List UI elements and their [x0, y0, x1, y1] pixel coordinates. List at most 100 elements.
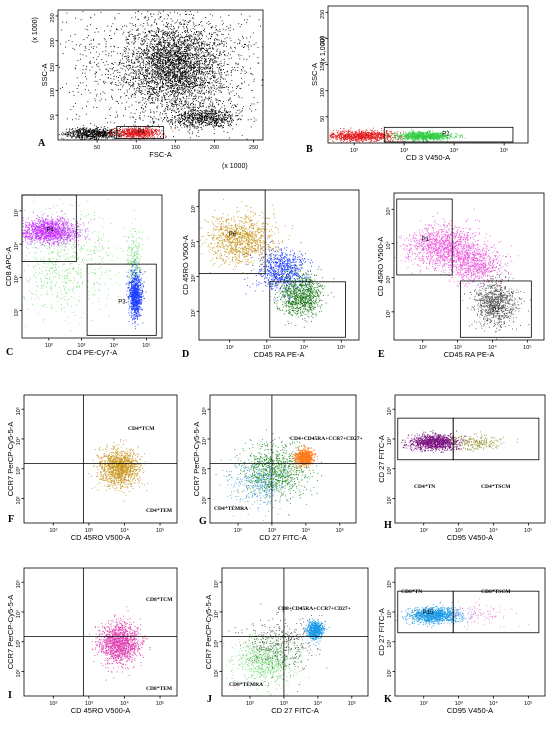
gate-p1 — [116, 126, 165, 139]
y-tick-label: 100 — [320, 88, 326, 97]
events-k — [395, 598, 529, 630]
series-1-points — [243, 240, 322, 301]
x-tick-label: 10² — [226, 345, 234, 351]
y-axis-label: SSC-A — [310, 63, 319, 86]
y-tick-label: 10³ — [386, 276, 392, 284]
plot-frame — [209, 394, 357, 524]
x-tick-label: 10⁵ — [500, 147, 508, 154]
gate-p1 — [396, 198, 453, 276]
y-tick-label: 10⁵ — [213, 580, 220, 588]
panel-letter: D — [182, 349, 189, 360]
gate-label: P1 — [422, 237, 430, 243]
y-tick-label: 10⁵ — [190, 204, 197, 212]
x-tick-label: 200 — [210, 145, 219, 151]
population-annotation: CD4⁺TEM — [146, 507, 173, 514]
panel-g: 10² 10³ 10⁴ 10⁵ 10² 10³ 10⁴ 10⁵ CD 27 FITC-A CCR7… — [192, 394, 363, 542]
population-annotation: CD8+CD45RA+CCR7+CD27+ — [278, 606, 351, 612]
panel-letter: H — [384, 520, 392, 531]
x-tick-label: 10³ — [77, 343, 85, 349]
x-tick-label: 10² — [420, 528, 428, 534]
series-1-points — [436, 598, 529, 630]
series-1-points — [23, 197, 148, 336]
y-tick-label: 10³ — [387, 467, 393, 475]
plot-frame — [394, 394, 546, 524]
series-0-points — [329, 127, 416, 144]
series-0-points — [22, 208, 92, 249]
x-tick-label: 10⁵ — [142, 342, 150, 349]
y-tick-label: 200 — [50, 38, 56, 47]
x-tick-label: 10³ — [85, 701, 93, 707]
series-1-points — [463, 255, 531, 340]
y-tick-label: 10³ — [214, 640, 220, 648]
gate-1 — [452, 417, 540, 461]
x-tick-label: 10⁴ — [120, 527, 129, 534]
events-a — [58, 10, 264, 141]
x-tick-label: 10⁴ — [300, 344, 309, 351]
x-tick-label: 10⁵ — [523, 344, 531, 351]
gate-label: P2 — [492, 308, 500, 314]
plot-frame — [327, 5, 529, 144]
x-tick-label: 10² — [45, 343, 53, 349]
events-g — [215, 429, 323, 521]
series-0-points — [89, 606, 151, 681]
y-axis-label: CCR7 PerCP-Cy5-5-A — [192, 422, 201, 497]
x-axis-label: CD45 RA PE-A — [444, 350, 495, 359]
population-annotation: CD4⁺TEMRA — [214, 505, 248, 512]
gate-label: P15 — [423, 610, 434, 616]
series-1-points — [364, 129, 466, 143]
y-tick-label: 10² — [16, 496, 22, 504]
gate-1 — [269, 281, 346, 338]
y-tick-label: 10² — [387, 669, 393, 677]
y-tick-label: 250 — [320, 10, 326, 19]
panel-d: P6 10² 10³ 10⁴ 10⁵ 10² 10³ 10⁴ 10⁵ CD45 RA PE-A CD… — [181, 189, 360, 360]
y-tick-label: 10² — [14, 308, 20, 316]
population-annotation: CD4⁺TN — [414, 483, 435, 490]
x-tick-label: 10⁴ — [110, 342, 119, 349]
x-tick-label: 10² — [49, 528, 57, 534]
panel-a: P1 50 100 150 200 250 50 100 150 200 250 FSC-A SSC-A… — [32, 9, 264, 170]
x-tick-label: 10² — [234, 528, 242, 534]
x-axis-label: CD4 PE-Cy7-A — [67, 348, 117, 357]
y-tick-label: 10² — [202, 496, 208, 504]
x-tick-label: 100 — [132, 145, 141, 151]
y-tick-label: 150 — [320, 62, 326, 71]
y-tick-label: 10² — [387, 496, 393, 504]
y-axis-label: CD 27 FITC-A — [377, 435, 386, 483]
x-tick-label: 10³ — [400, 148, 408, 154]
panel-f: 10² 10³ 10⁴ 10⁵ 10² 10³ 10⁴ 10⁵ CD 45RO V500-A CC… — [6, 394, 178, 542]
y-tick-label: 10³ — [16, 640, 22, 648]
x-axis-label: CD95 V450-A — [447, 706, 493, 715]
panel-b: P2 10² 10³ 10⁴ 10⁵ 50 100 150 200 250 CD 3 V450-A S… — [306, 5, 529, 162]
x-tick-label: 10⁵ — [336, 527, 344, 534]
panel-h: 10² 10³ 10⁴ 10⁵ 10² 10³ 10⁴ 10⁵ CD95 V450-A CD 27… — [377, 394, 546, 542]
series-1-points — [219, 441, 307, 521]
x-tick-label: 10⁴ — [489, 700, 498, 707]
series-2-points — [125, 251, 147, 330]
x-tick-label: 10⁵ — [524, 527, 532, 534]
series-2-points — [291, 444, 318, 469]
x-tick-label: 10⁴ — [489, 527, 498, 534]
gate-label: P6 — [229, 232, 237, 238]
y-axis-label: CD 45RO V500-A — [376, 237, 385, 297]
population-annotation: CD8⁺TN — [401, 588, 422, 595]
panel-letter: C — [6, 347, 13, 358]
population-annotation: CD8⁺TSCM — [481, 588, 511, 595]
x-tick-label: 10² — [350, 148, 358, 154]
y-axis-label: SSC-A — [40, 64, 49, 87]
gate-label: P2 — [442, 131, 450, 137]
series-2-points — [303, 615, 330, 646]
plot-frame — [393, 192, 545, 341]
x-tick-label: 10⁵ — [337, 344, 345, 351]
events-i — [89, 606, 151, 681]
gate-label: P3 — [118, 299, 126, 305]
y-unit-label: (x 1,000) — [320, 36, 327, 64]
y-tick-label: 50 — [50, 114, 56, 120]
events-e — [394, 208, 531, 340]
x-tick-label: 10³ — [268, 528, 276, 534]
y-tick-label: 10³ — [387, 640, 393, 648]
x-tick-label: 10⁴ — [120, 700, 129, 707]
x-axis-label: CD 27 FITC-A — [259, 533, 307, 542]
y-tick-label: 10⁴ — [190, 239, 197, 248]
y-tick-label: 10³ — [16, 467, 22, 475]
